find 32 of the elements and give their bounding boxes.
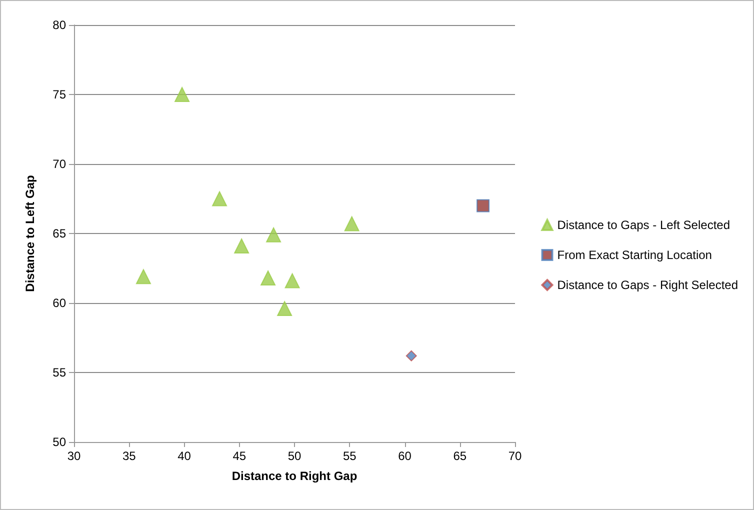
x-tick-label: 45 [232, 449, 246, 463]
y-tick-label: 80 [52, 18, 66, 32]
legend-label: From Exact Starting Location [557, 248, 712, 262]
point [266, 227, 282, 242]
point [136, 269, 151, 284]
point [406, 350, 417, 362]
y-tick-label: 50 [52, 435, 66, 449]
y-tick-label: 60 [52, 296, 66, 310]
x-axis-title: Distance to Right Gap [232, 469, 358, 483]
x-tick-label: 30 [67, 449, 81, 463]
x-tick-label: 70 [508, 449, 522, 463]
point [260, 270, 276, 286]
point [174, 87, 190, 102]
point [344, 216, 360, 232]
x-tick-label: 40 [178, 449, 192, 463]
y-tick-label: 70 [52, 157, 66, 171]
legend-label: Distance to Gaps - Left Selected [557, 218, 730, 232]
x-tick-label: 60 [398, 449, 412, 463]
x-tick-label: 50 [288, 449, 302, 463]
legend-label: Distance to Gaps - Right Selected [557, 278, 738, 292]
x-tick-label: 65 [453, 449, 467, 463]
point [476, 199, 490, 212]
x-tick-label: 35 [122, 449, 136, 463]
point [212, 191, 228, 206]
y-tick-label: 65 [52, 226, 66, 240]
y-tick-label: 75 [52, 88, 66, 102]
point [277, 301, 292, 316]
x-tick-label: 55 [342, 449, 357, 463]
point [234, 238, 250, 254]
y-axis-title: Distance to Left Gap [23, 175, 37, 292]
point [284, 273, 300, 288]
y-tick-label: 55 [52, 366, 66, 380]
